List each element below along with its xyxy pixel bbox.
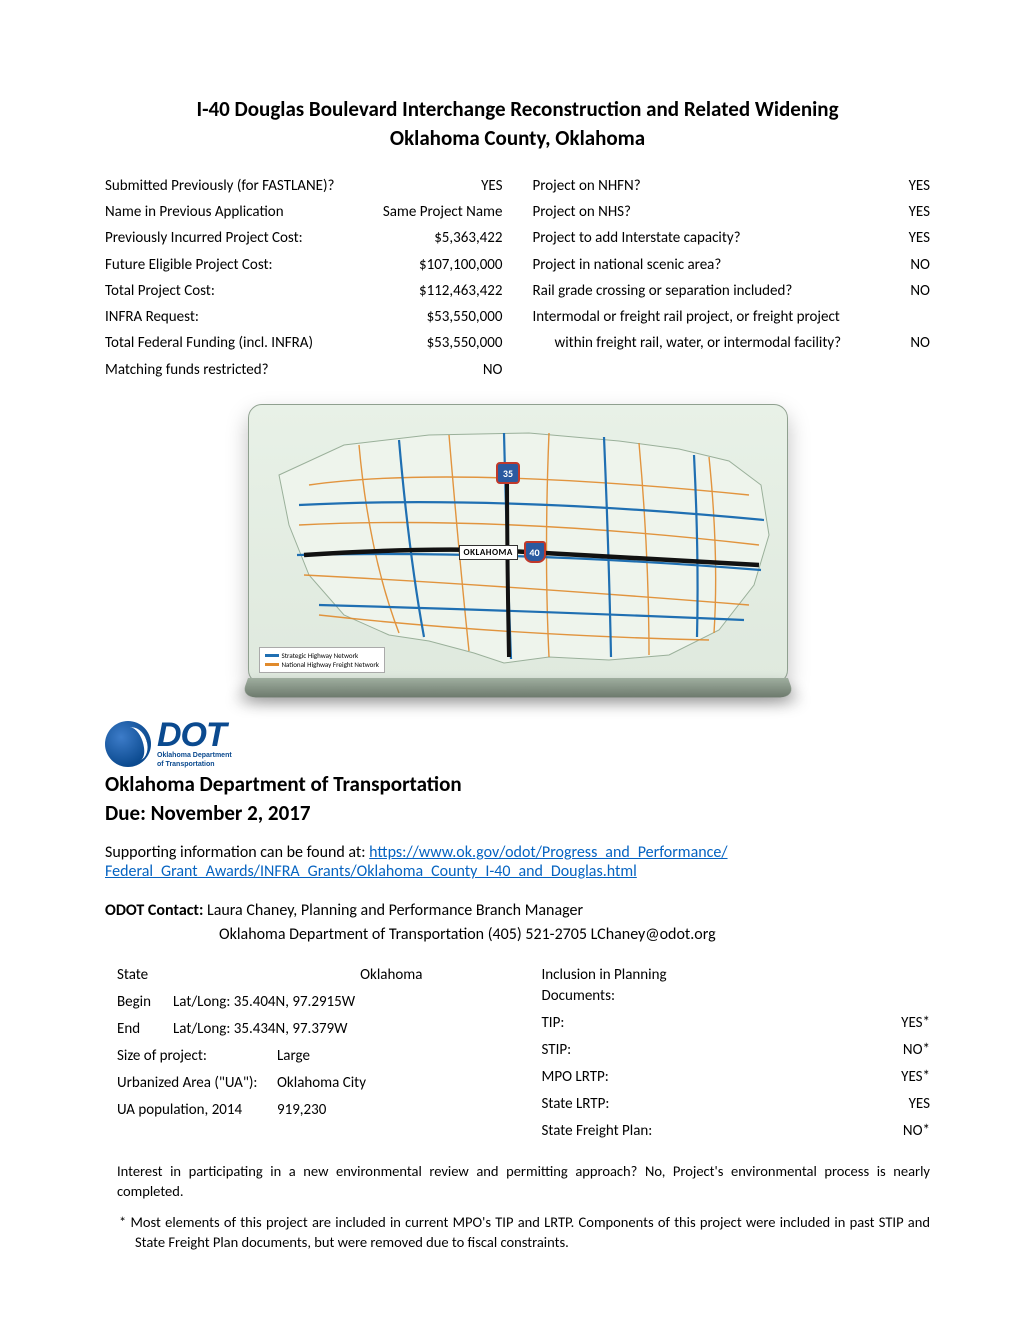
- loc-row: Inclusion in Planning Documents:: [542, 965, 931, 1007]
- location-left-column: StateOklahoma BeginLat/Long: 35.404N, 97…: [117, 965, 506, 1148]
- page-title: I-40 Douglas Boulevard Interchange Recon…: [105, 95, 930, 154]
- loc-row: StateOklahoma: [117, 965, 506, 986]
- fact-row: Total Project Cost:$112,463,422: [105, 281, 503, 301]
- i40-shield-icon: 40: [524, 541, 546, 563]
- fact-row: Previously Incurred Project Cost:$5,363,…: [105, 228, 503, 248]
- location-grid: StateOklahoma BeginLat/Long: 35.404N, 97…: [105, 965, 930, 1148]
- fact-row: Project on NHS?YES: [533, 202, 931, 222]
- us-freight-map: 35 OKLAHOMA 40 Strategic Highway Network…: [248, 404, 788, 702]
- odot-globe-icon: [105, 721, 151, 767]
- environmental-interest-para: Interest in participating in a new envir…: [105, 1162, 930, 1201]
- fact-row: INFRA Request:$53,550,000: [105, 307, 503, 327]
- loc-row: UA population, 2014919,230: [117, 1100, 506, 1121]
- odot-logo: DOT Oklahoma Department of Transportatio…: [105, 720, 930, 769]
- odot-contact: ODOT Contact: Laura Chaney, Planning and…: [105, 899, 930, 947]
- odot-wordmark: DOT Oklahoma Department of Transportatio…: [157, 720, 232, 769]
- loc-row: TIP:YES*: [542, 1013, 931, 1034]
- fact-row: Rail grade crossing or separation includ…: [533, 281, 931, 301]
- loc-row: BeginLat/Long: 35.404N, 97.2915W: [117, 992, 506, 1013]
- title-line-2: Oklahoma County, Oklahoma: [390, 125, 645, 151]
- i35-shield-icon: 35: [497, 463, 519, 483]
- fact-row-multiline-sub: within freight rail, water, or intermoda…: [533, 333, 931, 353]
- loc-row: MPO LRTP:YES*: [542, 1067, 931, 1088]
- loc-row: EndLat/Long: 35.434N, 97.379W: [117, 1019, 506, 1040]
- svg-text:35: 35: [502, 467, 512, 480]
- map-svg: 35: [249, 405, 788, 684]
- loc-row: STIP:NO*: [542, 1040, 931, 1061]
- loc-row: Size of project:Large: [117, 1046, 506, 1067]
- map-3d-edge: [241, 678, 795, 697]
- loc-row: Urbanized Area ("UA"):Oklahoma City: [117, 1073, 506, 1094]
- planning-footnote: * Most elements of this project are incl…: [105, 1213, 930, 1252]
- support-link[interactable]: https://www.ok.gov/odot/Progress_and_Per…: [369, 843, 727, 862]
- facts-right-column: Project on NHFN?YES Project on NHS?YES P…: [533, 176, 931, 386]
- fact-row: Project to add Interstate capacity?YES: [533, 228, 931, 248]
- oklahoma-badge: OKLAHOMA: [459, 545, 518, 560]
- fact-row: Future Eligible Project Cost:$107,100,00…: [105, 255, 503, 275]
- map-surface: 35 OKLAHOMA 40 Strategic Highway Network…: [248, 404, 788, 684]
- legend-swatch-blue: [265, 654, 279, 657]
- legend-swatch-orange: [265, 663, 279, 666]
- fact-row: Matching funds restricted?NO: [105, 360, 503, 380]
- applicant-heading: Oklahoma Department of Transportation Du…: [105, 770, 930, 827]
- facts-left-column: Submitted Previously (for FASTLANE)?YES …: [105, 176, 503, 386]
- i35-corridor: [507, 465, 509, 657]
- fact-row: Total Federal Funding (incl. INFRA)$53,5…: [105, 333, 503, 353]
- fact-row: Name in Previous ApplicationSame Project…: [105, 202, 503, 222]
- loc-row: State Freight Plan:NO*: [542, 1121, 931, 1142]
- project-facts-grid: Submitted Previously (for FASTLANE)?YES …: [105, 176, 930, 386]
- location-right-column: Inclusion in Planning Documents: TIP:YES…: [542, 965, 931, 1148]
- support-link-cont[interactable]: Federal_Grant_Awards/INFRA_Grants/Oklaho…: [105, 862, 637, 881]
- map-legend: Strategic Highway Network National Highw…: [259, 647, 385, 673]
- fact-row: Submitted Previously (for FASTLANE)?YES: [105, 176, 503, 196]
- fact-row-multiline: Intermodal or freight rail project, or f…: [533, 307, 931, 327]
- title-line-1: I-40 Douglas Boulevard Interchange Recon…: [196, 96, 838, 122]
- fact-row: Project in national scenic area?NO: [533, 255, 931, 275]
- loc-row: State LRTP:YES: [542, 1094, 931, 1115]
- fact-row: Project on NHFN?YES: [533, 176, 931, 196]
- supporting-info: Supporting information can be found at: …: [105, 843, 930, 881]
